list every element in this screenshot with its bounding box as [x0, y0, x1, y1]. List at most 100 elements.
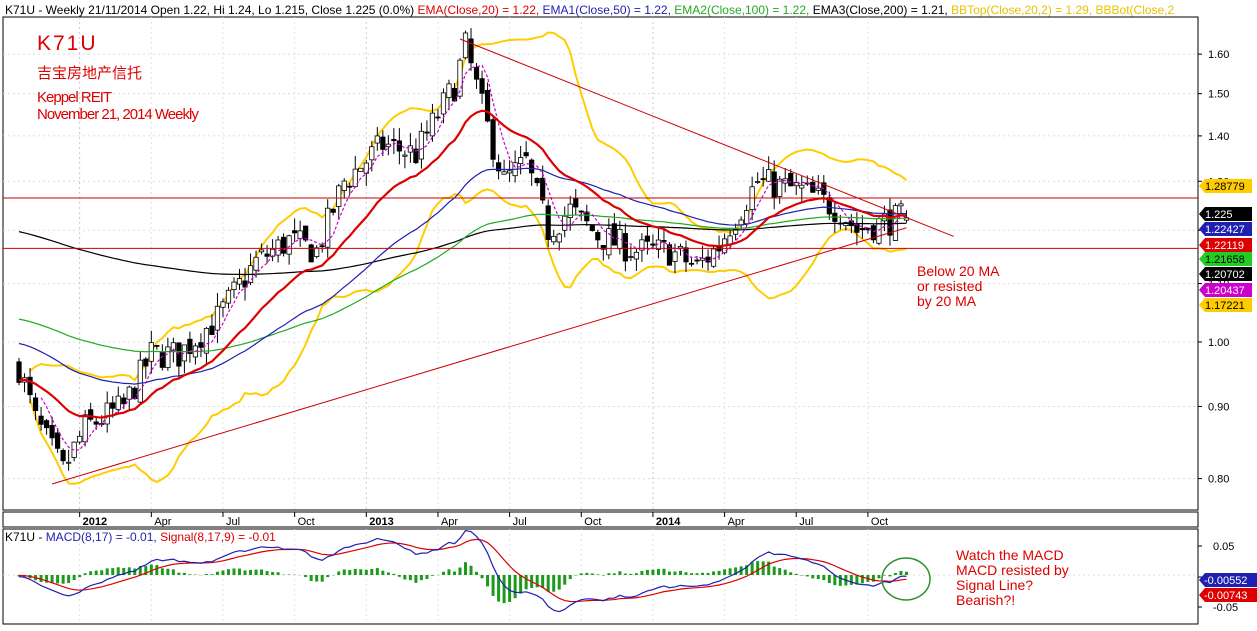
candle[interactable]	[744, 204, 750, 227]
candle[interactable]	[545, 199, 551, 248]
candle[interactable]	[110, 396, 116, 418]
candle[interactable]	[815, 175, 821, 195]
candle[interactable]	[771, 160, 777, 210]
candle[interactable]	[529, 158, 535, 186]
candle[interactable]	[710, 246, 717, 268]
candle[interactable]	[391, 128, 397, 155]
candle[interactable]	[446, 79, 452, 111]
candle[interactable]	[859, 215, 865, 239]
candle[interactable]	[341, 178, 347, 199]
macd-panel[interactable]	[2, 528, 1199, 625]
candle[interactable]	[236, 268, 243, 290]
candle[interactable]	[551, 229, 557, 245]
candle[interactable]	[203, 326, 210, 366]
candle[interactable]	[523, 141, 529, 159]
candle[interactable]	[788, 169, 794, 187]
candle[interactable]	[231, 277, 237, 298]
candle[interactable]	[358, 167, 364, 172]
candle[interactable]	[336, 183, 342, 220]
resistance-trendline[interactable]	[459, 38, 954, 237]
candle[interactable]	[733, 223, 739, 241]
candle[interactable]	[562, 206, 568, 238]
candle[interactable]	[159, 344, 165, 371]
candle[interactable]	[755, 172, 761, 184]
candle[interactable]	[760, 166, 766, 187]
candle[interactable]	[104, 391, 110, 433]
candle[interactable]	[55, 427, 61, 453]
candle[interactable]	[402, 150, 408, 169]
candle[interactable]	[16, 357, 22, 386]
candle[interactable]	[490, 116, 496, 168]
candle[interactable]	[810, 176, 816, 193]
candle[interactable]	[887, 197, 893, 246]
candle[interactable]	[633, 248, 639, 272]
candle[interactable]	[518, 145, 524, 175]
candle[interactable]	[154, 345, 160, 350]
candle[interactable]	[556, 232, 562, 251]
candle[interactable]	[38, 406, 44, 431]
candle[interactable]	[473, 62, 480, 89]
candle[interactable]	[115, 386, 121, 413]
candle[interactable]	[595, 229, 601, 249]
candle[interactable]	[462, 30, 469, 60]
candle[interactable]	[501, 159, 507, 175]
candle[interactable]	[898, 200, 904, 213]
candle[interactable]	[435, 109, 441, 122]
candle[interactable]	[60, 448, 66, 465]
candle[interactable]	[88, 402, 94, 422]
candle[interactable]	[225, 287, 232, 309]
candle[interactable]	[639, 233, 645, 262]
candle[interactable]	[330, 208, 336, 216]
candle[interactable]	[479, 70, 485, 104]
candle[interactable]	[396, 128, 402, 165]
support-trendline[interactable]	[51, 227, 907, 485]
candle[interactable]	[77, 430, 83, 445]
candle[interactable]	[43, 418, 50, 435]
candle[interactable]	[281, 233, 287, 257]
candle[interactable]	[176, 342, 182, 379]
candle[interactable]	[666, 242, 673, 266]
candle[interactable]	[275, 235, 281, 263]
candle[interactable]	[429, 103, 436, 142]
candle[interactable]	[507, 160, 513, 182]
candle[interactable]	[495, 154, 502, 180]
candle[interactable]	[49, 416, 55, 446]
candle[interactable]	[292, 218, 298, 243]
candle[interactable]	[622, 223, 628, 272]
candle[interactable]	[303, 225, 309, 242]
candle[interactable]	[308, 243, 314, 263]
candle[interactable]	[66, 449, 72, 471]
candle[interactable]	[468, 28, 474, 71]
candle[interactable]	[27, 368, 33, 404]
candle[interactable]	[314, 245, 320, 259]
candle[interactable]	[165, 337, 171, 371]
candle[interactable]	[214, 293, 221, 344]
candle[interactable]	[540, 165, 546, 204]
candle[interactable]	[187, 331, 193, 363]
candle[interactable]	[32, 392, 39, 421]
candle[interactable]	[319, 242, 325, 253]
candle[interactable]	[534, 177, 540, 187]
candle[interactable]	[418, 122, 425, 169]
candle[interactable]	[424, 120, 430, 141]
candle[interactable]	[870, 224, 877, 244]
candle[interactable]	[286, 234, 292, 265]
candle[interactable]	[143, 357, 149, 379]
price-panel[interactable]	[2, 16, 1199, 511]
candle[interactable]	[209, 314, 215, 336]
candle[interactable]	[220, 298, 226, 318]
candle[interactable]	[611, 213, 617, 246]
candle[interactable]	[170, 337, 176, 363]
candle[interactable]	[799, 175, 805, 202]
candle[interactable]	[347, 182, 353, 195]
candle[interactable]	[369, 140, 375, 172]
candle[interactable]	[374, 127, 380, 151]
candle[interactable]	[484, 82, 491, 123]
candle[interactable]	[766, 156, 772, 182]
candle[interactable]	[253, 250, 259, 278]
candle[interactable]	[589, 224, 595, 232]
candle[interactable]	[137, 351, 143, 405]
candle[interactable]	[198, 333, 204, 358]
